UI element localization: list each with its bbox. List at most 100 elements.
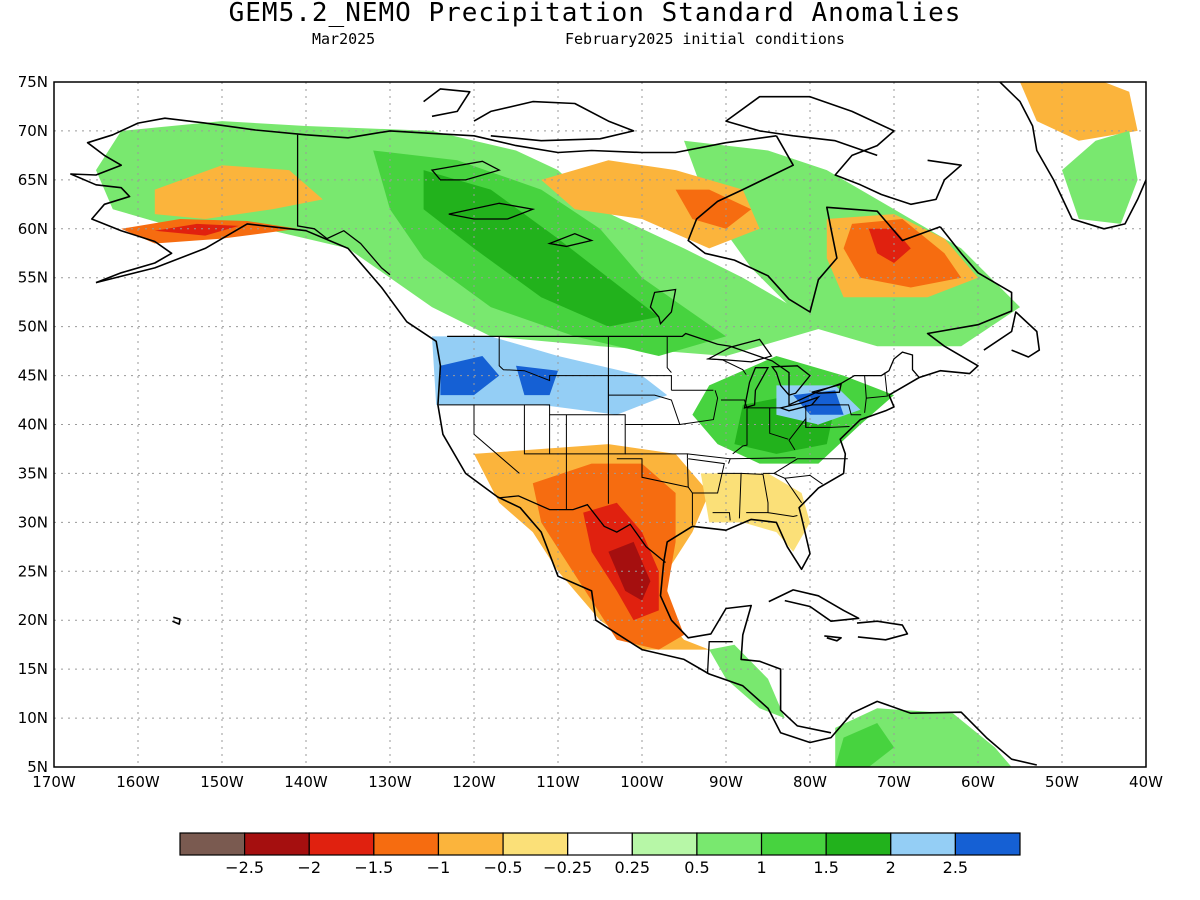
valid-month: Mar2025 — [312, 30, 376, 48]
colorbar-label: 2 — [886, 858, 896, 877]
south-america-strong-region — [835, 723, 894, 767]
colorbar-label: −1.5 — [354, 858, 393, 877]
colorbar-label: −0.5 — [484, 858, 523, 877]
lake — [448, 202, 536, 220]
lat-label: 55N — [18, 269, 48, 287]
lat-label: 50N — [18, 318, 48, 336]
state-line — [767, 512, 798, 518]
lon-label: 70W — [877, 773, 911, 791]
hispaniola — [856, 620, 909, 641]
colorbar-label: 2.5 — [943, 858, 968, 877]
state-line — [438, 336, 609, 416]
colorbar-swatch — [890, 832, 956, 856]
state-line — [721, 399, 781, 409]
colorbar-swatch — [437, 832, 504, 856]
lon-label: 170W — [32, 773, 76, 791]
colorbar-swatch — [954, 832, 1021, 856]
lake — [649, 288, 677, 326]
arctic-coast — [70, 117, 777, 284]
lat-label: 25N — [18, 562, 48, 580]
state-line — [473, 404, 520, 474]
colorbar-label: −0.25 — [543, 858, 592, 877]
lat-label: 40N — [18, 416, 48, 434]
colorbar-swatch — [760, 832, 827, 856]
lat-label: 30N — [18, 513, 48, 531]
lat-label: 70N — [18, 122, 48, 140]
central-america-wet-region — [709, 644, 785, 719]
colorbar-label: −2.5 — [225, 858, 264, 877]
lon-label: 140W — [284, 773, 328, 791]
state-line — [773, 458, 848, 474]
lon-label: 50W — [1045, 773, 1079, 791]
lon-label: 100W — [620, 773, 664, 791]
colorbar-swatch — [179, 832, 246, 856]
lat-label: 20N — [18, 611, 48, 629]
state-line — [730, 457, 796, 460]
state-line — [523, 404, 567, 510]
state-line — [784, 474, 823, 485]
lake — [778, 395, 821, 412]
lon-label: 80W — [793, 773, 827, 791]
colorbar-swatch — [825, 832, 892, 856]
lon-label: 40W — [1129, 773, 1163, 791]
keewatin-dry-region — [541, 160, 760, 249]
lon-label: 90W — [709, 773, 743, 791]
state-line — [679, 390, 719, 425]
lake — [430, 160, 501, 181]
hudson-bay — [687, 135, 941, 313]
greenland — [998, 82, 1146, 230]
idaho-strong-region — [516, 365, 558, 396]
lat-label: 75N — [18, 73, 48, 91]
alaska-canada-border — [296, 134, 391, 276]
hudson-dry-region — [675, 189, 752, 229]
lon-label: 110W — [536, 773, 580, 791]
colorbar-swatch — [308, 832, 375, 856]
banks-island — [423, 88, 471, 118]
north-america-coast — [95, 223, 1037, 766]
colorbar-label: 1.5 — [813, 858, 838, 877]
initial-conditions: February2025 initial conditions — [565, 30, 845, 48]
state-line — [688, 458, 725, 494]
colorbar-swatch — [696, 832, 763, 856]
lon-label: 120W — [452, 773, 496, 791]
state-line — [741, 472, 769, 514]
colorbar-swatch — [373, 832, 440, 856]
lat-label: 45N — [18, 367, 48, 385]
colorbar-label: 0.25 — [614, 858, 650, 877]
pacific-nw-strong-region — [440, 356, 500, 396]
map-frame — [53, 81, 1147, 768]
colorbar: −2.5 −2 −1.5 −1 −0.5 −0.25 0.25 0.5 1 1.5 2 2.5 — [179, 832, 1021, 877]
state-line — [608, 375, 672, 391]
lake — [770, 365, 811, 396]
state-line — [769, 407, 789, 440]
lon-label: 130W — [368, 773, 412, 791]
state-line — [706, 358, 747, 375]
lat-label: 35N — [18, 464, 48, 482]
colorbar-label: 0.5 — [684, 858, 709, 877]
greenland-dry-region — [1020, 82, 1138, 141]
lake — [743, 367, 770, 409]
lat-label: 10N — [18, 709, 48, 727]
border-layer — [296, 134, 920, 675]
lat-label: 60N — [18, 220, 48, 238]
lon-label: 60W — [961, 773, 995, 791]
axis-labels: 5N 10N 15N 20N 25N 30N 35N 40N 45N 50N 55N 60N 65N 70… — [18, 73, 1163, 791]
colorbar-swatch — [502, 832, 569, 856]
us-mexico-border — [498, 495, 666, 564]
us-canada-border — [447, 332, 920, 406]
lake-layer — [430, 160, 842, 412]
state-line — [666, 336, 672, 373]
state-line — [763, 472, 803, 504]
cuba — [768, 589, 860, 623]
graticule — [54, 82, 1146, 767]
hawaii — [172, 616, 181, 625]
colorbar-label: 1 — [756, 858, 766, 877]
victoria-island — [473, 100, 635, 142]
lake — [706, 338, 773, 363]
state-line — [616, 458, 689, 488]
state-line — [811, 404, 862, 416]
colorbar-label: −2 — [297, 858, 321, 877]
state-line — [686, 458, 693, 526]
colorbar-boxes — [179, 832, 1021, 856]
southern-alaska-core-region — [154, 223, 239, 236]
